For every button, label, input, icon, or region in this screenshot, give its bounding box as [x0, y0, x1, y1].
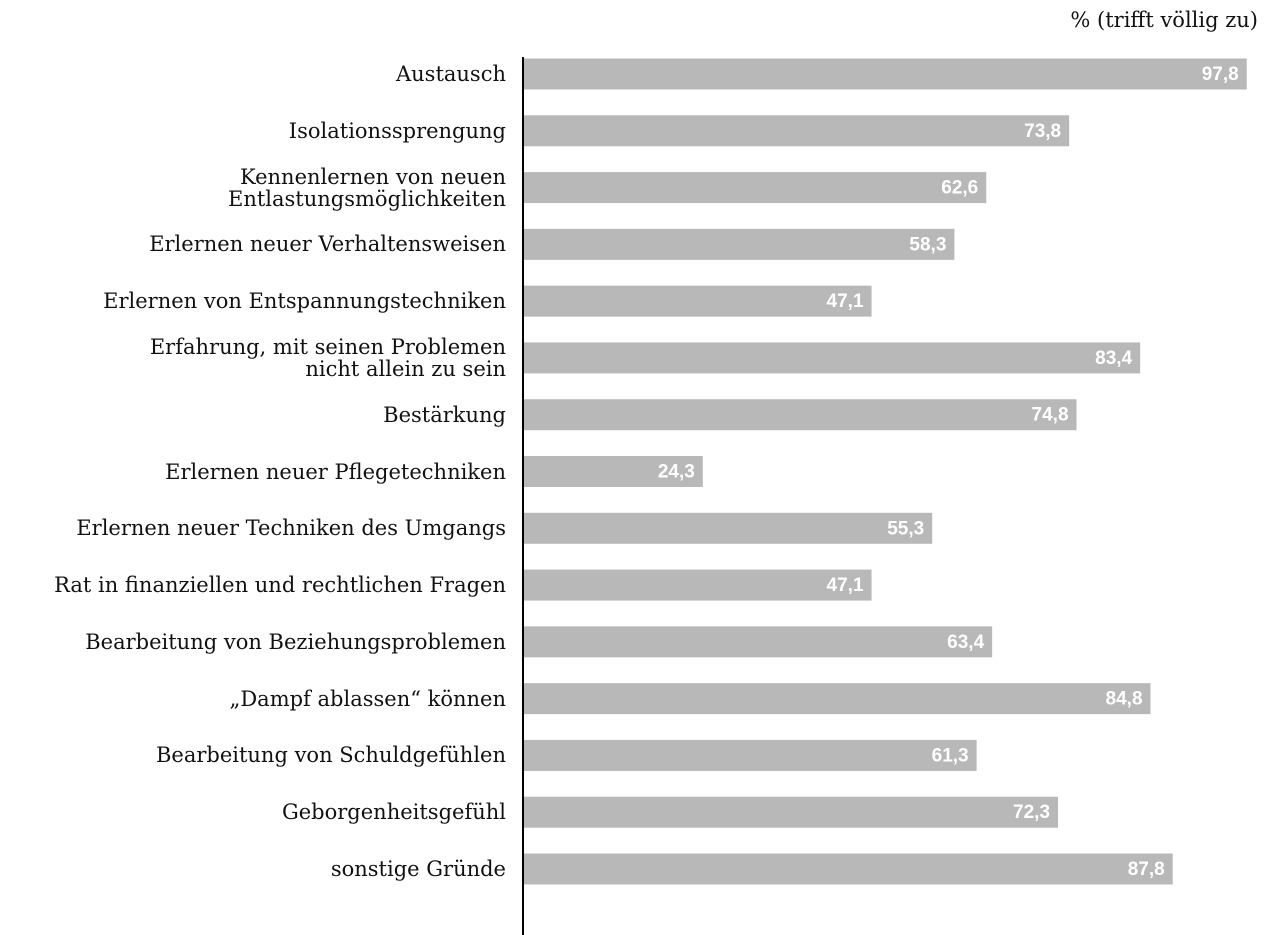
unit-label: % (trifft völlig zu) — [1070, 8, 1258, 32]
value-label: 47,1 — [827, 575, 864, 596]
category-label: Geborgenheitsgefühl — [281, 800, 506, 825]
bar — [523, 456, 703, 487]
value-label: 47,1 — [827, 291, 864, 312]
category-label: Rat in finanziellen und rechtlichen Frag… — [54, 573, 506, 598]
value-label: 62,6 — [941, 178, 978, 199]
bar — [523, 399, 1077, 431]
category-label: sonstige Gründe — [330, 857, 506, 881]
category-label: Erfahrung, mit seinen Problemen nicht al… — [149, 334, 506, 381]
category-label: Erlernen von Entspannungstechniken — [103, 289, 506, 314]
bar — [523, 228, 955, 260]
bar — [523, 285, 872, 317]
bar — [523, 342, 1141, 374]
value-label: 72,3 — [1013, 802, 1050, 823]
value-label: 73,8 — [1024, 121, 1061, 142]
value-label: 55,3 — [887, 518, 924, 539]
bar — [523, 626, 993, 658]
category-label: Bestärkung — [383, 402, 506, 427]
category-label: Erlernen neuer Pflegetechniken — [165, 459, 506, 484]
value-label: 58,3 — [909, 234, 946, 255]
category-label: Erlernen neuer Techniken des Umgangs — [76, 516, 506, 541]
bar — [523, 115, 1070, 147]
category-label: „Dampf ablassen“ können — [229, 686, 506, 711]
category-label: Bearbeitung von Schuldgefühlen — [155, 743, 506, 768]
category-label: Kennenlernen von neuen Entlastungsmöglic… — [228, 164, 506, 211]
value-label: 97,8 — [1202, 64, 1239, 85]
category-label: Austausch — [395, 62, 506, 86]
bar — [523, 58, 1247, 90]
value-label: 61,3 — [932, 745, 969, 766]
bar — [523, 172, 987, 204]
value-label: 83,4 — [1095, 348, 1132, 369]
bar — [523, 683, 1151, 715]
value-label: 74,8 — [1032, 405, 1069, 426]
value-label: 63,4 — [947, 632, 984, 653]
bar — [523, 569, 872, 601]
bar — [523, 512, 933, 544]
bar — [523, 796, 1059, 828]
bar — [523, 853, 1173, 885]
category-label: Bearbeitung von Beziehungsproblemen — [85, 629, 506, 654]
category-label: Erlernen neuer Verhaltensweisen — [149, 232, 506, 257]
value-label: 87,8 — [1128, 859, 1165, 880]
value-label: 84,8 — [1106, 689, 1143, 710]
category-label: Isolationssprengung — [288, 118, 506, 143]
bar — [523, 739, 977, 771]
value-label: 24,3 — [658, 462, 695, 483]
